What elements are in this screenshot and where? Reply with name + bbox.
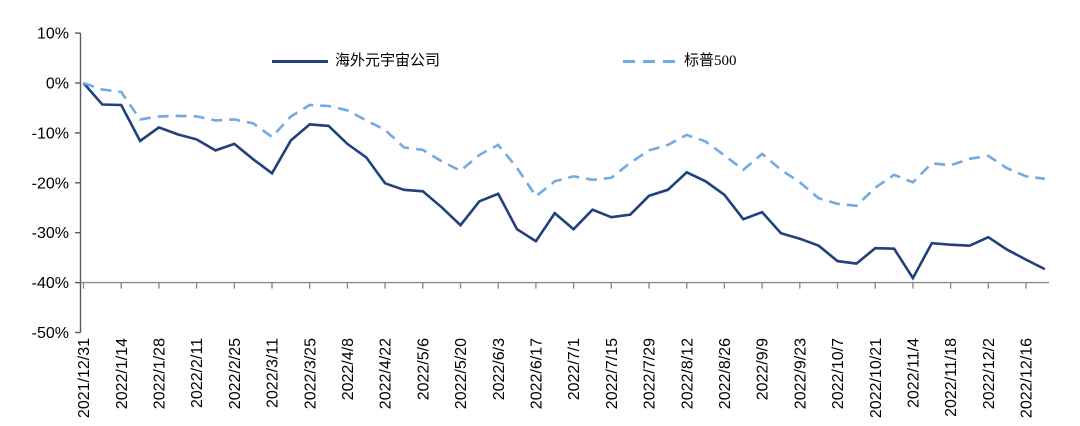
x-tick-label: 2022/1/14 [114,338,131,409]
x-tick-label: 2022/10/7 [830,338,847,409]
y-tick-label: -20% [32,175,69,192]
y-tick-label: 0% [46,76,69,93]
x-tick-label: 2022/12/16 [1019,338,1036,418]
x-tick-label: 2022/8/12 [679,338,696,409]
metaverse-series-line [82,82,1046,281]
x-tick-label: 2022/10/21 [868,338,885,418]
x-tick-label: 2022/5/6 [415,338,432,400]
x-tick-label: 2022/6/17 [529,338,546,409]
x-tick-label: 2022/8/26 [717,338,734,409]
x-tick-label: 2022/2/25 [227,338,244,409]
x-tick-label: 2021/12/31 [76,338,93,418]
x-tick-label: 2022/11/4 [906,338,923,408]
x-tick-label: 2022/5/20 [453,338,470,409]
x-tick-label: 2022/7/15 [604,338,621,409]
y-tick-label: 10% [37,26,69,43]
x-tick-label: 2022/2/11 [189,338,206,408]
x-tick-label: 2022/9/23 [792,338,809,409]
x-tick-label: 2022/7/1 [566,338,583,400]
legend-item-sp500: 标普500 [623,54,737,69]
legend-item-metaverse: 海外元宇宙公司 [272,54,440,69]
x-tick-label: 2022/3/25 [302,338,319,409]
x-tick-label: 2022/12/2 [981,338,998,409]
x-tick-label: 2022/9/9 [755,338,772,400]
x-tick-label: 2022/4/8 [340,338,357,400]
y-tick-label: -50% [32,325,69,342]
y-tick-label: -30% [32,225,69,242]
sp500-line-sample [623,60,677,63]
x-tick-label: 2022/3/11 [265,338,282,408]
x-tick-label: 2022/7/29 [642,338,659,409]
x-tick-label: 2022/4/22 [378,338,395,409]
legend-label-metaverse: 海外元宇宙公司 [335,53,441,69]
metaverse-line-sample [272,60,328,63]
y-tick-label: -40% [32,275,69,292]
sp500-series-line [83,81,1045,208]
x-tick-label: 2022/6/3 [491,338,508,400]
legend-label-sp500: 标普500 [684,53,737,69]
x-tick-label: 2022/11/18 [943,338,960,417]
x-tick-label: 2022/1/28 [152,338,169,409]
y-tick-label: -10% [32,125,69,142]
